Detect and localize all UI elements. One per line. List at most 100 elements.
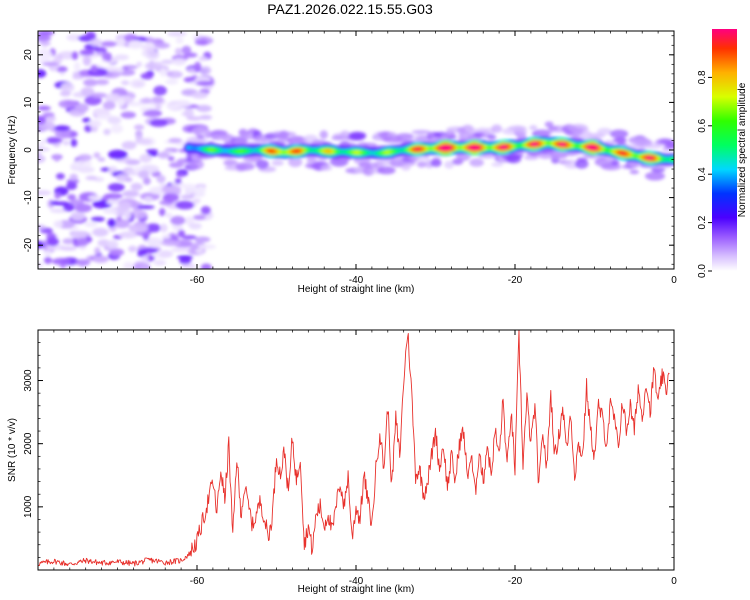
heatmap-noise-blob — [181, 45, 192, 55]
heatmap-noise-blob — [141, 255, 149, 263]
y-tick-label: 2000 — [23, 432, 34, 455]
heatmap-noise-blob — [153, 85, 167, 96]
heatmap-noise-blob — [204, 84, 213, 90]
heatmap-halo-blob — [629, 169, 640, 175]
heatmap-halo-blob — [529, 125, 538, 131]
heatmap-noise-blob — [71, 51, 79, 60]
heatmap-noise-blob — [118, 231, 138, 239]
heatmap-noise-blob — [46, 237, 60, 247]
heatmap-noise-blob — [144, 62, 158, 70]
colorbar-tick-label: 0.6 — [697, 118, 708, 132]
heatmap-noise-blob — [55, 129, 71, 139]
heatmap-noise-blob — [95, 79, 109, 86]
heatmap-noise-blob — [184, 108, 194, 118]
heatmap-noise-blob — [139, 98, 154, 104]
heatmap-noise-blob — [39, 48, 49, 54]
heatmap-halo-blob — [320, 164, 333, 171]
heatmap-noise-blob — [147, 240, 162, 248]
heatmap-noise-blob — [38, 31, 55, 36]
heatmap-noise-blob — [160, 223, 168, 233]
heatmap-noise-blob — [66, 179, 80, 184]
heatmap-noise-blob — [187, 68, 196, 73]
heatmap-noise-blob — [84, 124, 93, 133]
heatmap-noise-blob — [198, 56, 208, 61]
heatmap-noise-blob — [133, 82, 144, 87]
heatmap-noise-blob — [60, 246, 77, 251]
heatmap-noise-blob — [158, 208, 166, 217]
heatmap-noise-blob — [192, 198, 201, 203]
heatmap-noise-blob — [92, 255, 109, 264]
heatmap-halo-blob — [544, 121, 554, 128]
heatmap-halo-blob — [477, 153, 497, 159]
heatmap-noise-blob — [116, 67, 124, 73]
spectrogram-heatmap — [38, 31, 674, 269]
heatmap-halo-blob — [230, 136, 248, 146]
heatmap-noise-blob — [145, 50, 160, 61]
heatmap-noise-blob — [170, 215, 186, 226]
heatmap-noise-blob — [39, 41, 51, 46]
heatmap-noise-blob — [107, 116, 122, 125]
x-tick-label: 0 — [671, 275, 677, 286]
heatmap-halo-blob — [604, 140, 616, 146]
heatmap-noise-blob — [141, 263, 151, 269]
heatmap-noise-blob — [137, 249, 147, 258]
heatmap-noise-blob — [79, 49, 95, 56]
heatmap-noise-blob — [159, 68, 168, 77]
heatmap-noise-blob — [38, 116, 47, 125]
snr-series-line — [38, 330, 670, 567]
heatmap-halo-blob — [377, 166, 396, 175]
heatmap-noise-blob — [141, 43, 157, 52]
heatmap-noise-blob — [168, 162, 184, 168]
heatmap-noise-blob — [77, 166, 95, 174]
heatmap-noise-blob — [85, 175, 98, 181]
spectrogram-panel: -60 -40 -20 0 -20 -10 0 10 20 Height of straigh… — [7, 30, 677, 295]
heatmap-noise-blob — [90, 92, 107, 99]
heatmap-noise-blob — [180, 195, 194, 200]
heatmap-noise-blob — [90, 216, 105, 222]
heatmap-noise-blob — [117, 98, 125, 107]
heatmap-noise-blob — [70, 138, 78, 147]
heatmap-noise-blob — [143, 196, 153, 203]
heatmap-noise-blob — [38, 35, 52, 42]
spectrogram-y-axis-label: Frequency (Hz) — [7, 116, 18, 185]
heatmap-noise-blob — [167, 156, 175, 162]
heatmap-noise-blob — [55, 66, 68, 73]
heatmap-halo-blob — [414, 156, 430, 161]
heatmap-noise-blob — [84, 221, 98, 228]
heatmap-noise-blob — [125, 177, 133, 183]
heatmap-noise-blob — [196, 104, 212, 113]
heatmap-noise-blob — [70, 211, 86, 221]
heatmap-noise-blob — [114, 219, 130, 229]
heatmap-noise-blob — [109, 248, 125, 257]
heatmap-noise-blob — [69, 230, 88, 240]
heatmap-halo-blob — [380, 157, 390, 166]
colorbar-tick-label: 0.0 — [697, 264, 708, 278]
heatmap-noise-blob — [136, 205, 155, 210]
heatmap-noise-blob — [69, 173, 78, 181]
heatmap-noise-blob — [162, 193, 179, 203]
heatmap-noise-blob — [67, 194, 76, 201]
snr-x-ticks: -60 -40 -20 0 — [37, 330, 677, 587]
heatmap-halo-blob — [580, 130, 593, 141]
heatmap-noise-blob — [75, 259, 91, 266]
heatmap-noise-blob — [92, 227, 109, 237]
heatmap-noise-blob — [180, 263, 197, 269]
x-tick-label: -60 — [190, 275, 205, 286]
heatmap-halo-blob — [611, 159, 620, 166]
heatmap-noise-blob — [193, 214, 206, 221]
heatmap-noise-blob — [143, 177, 151, 185]
heatmap-noise-blob — [175, 200, 195, 210]
heatmap-halo-blob — [196, 134, 205, 139]
heatmap-noise-blob — [165, 79, 179, 85]
heatmap-noise-blob — [117, 201, 132, 212]
x-tick-label: -40 — [349, 576, 364, 587]
heatmap-noise-blob — [176, 173, 185, 178]
heatmap-noise-blob — [38, 224, 46, 230]
heatmap-noise-blob — [77, 154, 92, 162]
x-tick-label: 0 — [671, 576, 677, 587]
heatmap-halo-blob — [491, 124, 503, 133]
heatmap-noise-blob — [179, 257, 192, 265]
heatmap-noise-blob — [49, 208, 68, 214]
heatmap-noise-blob — [59, 90, 71, 97]
y-tick-label: -20 — [23, 238, 34, 253]
